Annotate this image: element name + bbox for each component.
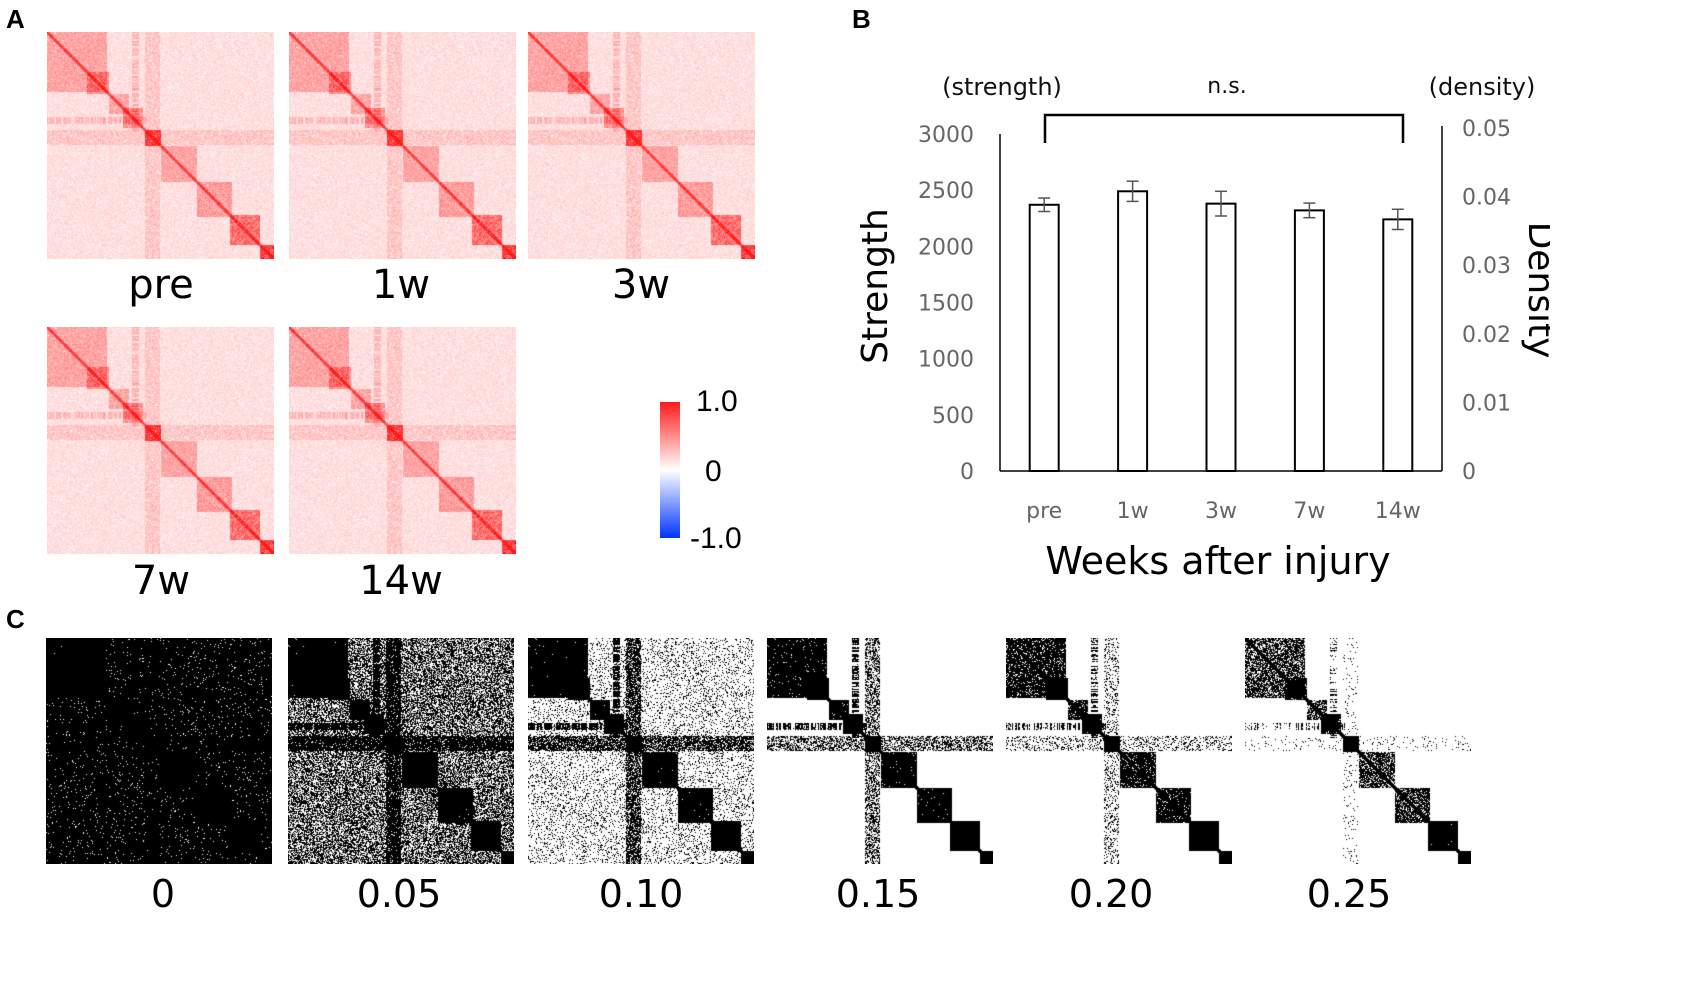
- threshold-label-0.05: 0.05: [356, 872, 442, 916]
- correlation-matrix-3w: [528, 32, 755, 259]
- x-axis-title: Weeks after injury: [1045, 539, 1390, 583]
- y-axis-title-right: Density: [1520, 222, 1550, 359]
- colorbar: [660, 402, 680, 538]
- bar-3w: [1205, 202, 1237, 472]
- panel-label-c: C: [6, 604, 25, 634]
- matrix-label-pre: pre: [128, 262, 194, 308]
- panel-label-b: B: [852, 4, 871, 34]
- colorbar-min-label: -1.0: [690, 522, 742, 555]
- y-tick-right-label: 0.05: [1462, 117, 1511, 142]
- correlation-matrix-1w: [289, 32, 516, 259]
- panel-label-a: A: [6, 4, 25, 34]
- y-unit-right: (density): [1429, 73, 1536, 101]
- y-tick-right-label: 0.04: [1462, 186, 1511, 211]
- correlation-matrix-14w: [289, 327, 516, 554]
- binary-matrix-threshold-0.20: [1006, 638, 1232, 864]
- y-tick-left-label: 1000: [918, 348, 974, 373]
- significance-bracket: [1043, 113, 1405, 143]
- y-tick-left-label: 1500: [918, 292, 974, 317]
- threshold-label-0: 0: [150, 872, 176, 916]
- bar-1w: [1117, 190, 1149, 472]
- x-tick-label-3w: 3w: [1205, 499, 1237, 524]
- matrix-label-7w: 7w: [131, 558, 191, 604]
- y-tick-right-label: 0.02: [1462, 323, 1511, 348]
- significance-annotation: n.s.: [1207, 74, 1246, 99]
- y-tick-left-label: 3000: [918, 123, 974, 148]
- y-tick-left-label: 2000: [918, 235, 974, 260]
- threshold-label-0.25: 0.25: [1306, 872, 1392, 916]
- binary-matrix-threshold-0.15: [767, 638, 993, 864]
- threshold-label-0.15: 0.15: [835, 872, 921, 916]
- correlation-matrix-7w: [47, 327, 274, 554]
- y-tick-left-label: 2500: [918, 179, 974, 204]
- binary-matrix-threshold-0.25: [1245, 638, 1471, 864]
- correlation-matrix-pre: [47, 32, 274, 259]
- chart-ticks: 0 500 1000 1500 2000 2500 3000 0 0.01 0.02 0.03 0.0…: [918, 117, 1511, 524]
- y-tick-right-label: 0.03: [1462, 254, 1511, 279]
- binary-matrix-threshold-0: [46, 638, 272, 864]
- x-tick-label-pre: pre: [1026, 499, 1062, 524]
- threshold-label-0.20: 0.20: [1068, 872, 1154, 916]
- strength-density-bar-chart: 0 500 1000 1500 2000 2500 3000 0 0.01 0.02 0.03 0.0…: [855, 73, 1550, 583]
- y-tick-right-label: 0: [1462, 460, 1476, 485]
- y-axis-title-left: Strength: [855, 208, 896, 364]
- matrix-label-14w: 14w: [359, 558, 443, 604]
- matrix-label-3w: 3w: [611, 262, 671, 308]
- colorbar-mid-label: 0: [705, 455, 722, 488]
- binary-matrix-threshold-0.10: [528, 638, 754, 864]
- colorbar-max-label: 1.0: [696, 385, 738, 418]
- bar-14w: [1382, 218, 1414, 472]
- bar-pre: [1028, 203, 1060, 473]
- x-tick-label-14w: 14w: [1375, 499, 1421, 524]
- y-tick-right-label: 0.01: [1462, 391, 1511, 416]
- y-tick-left-label: 500: [932, 404, 974, 429]
- matrix-label-1w: 1w: [371, 262, 431, 308]
- x-tick-label-1w: 1w: [1117, 499, 1149, 524]
- threshold-label-0.10: 0.10: [598, 872, 684, 916]
- bar-7w: [1293, 209, 1325, 473]
- binary-matrix-threshold-0.05: [288, 638, 514, 864]
- y-tick-left-label: 0: [960, 460, 974, 485]
- x-tick-label-7w: 7w: [1293, 499, 1325, 524]
- y-unit-left: (strength): [942, 73, 1062, 101]
- chart-bars: [1028, 180, 1414, 473]
